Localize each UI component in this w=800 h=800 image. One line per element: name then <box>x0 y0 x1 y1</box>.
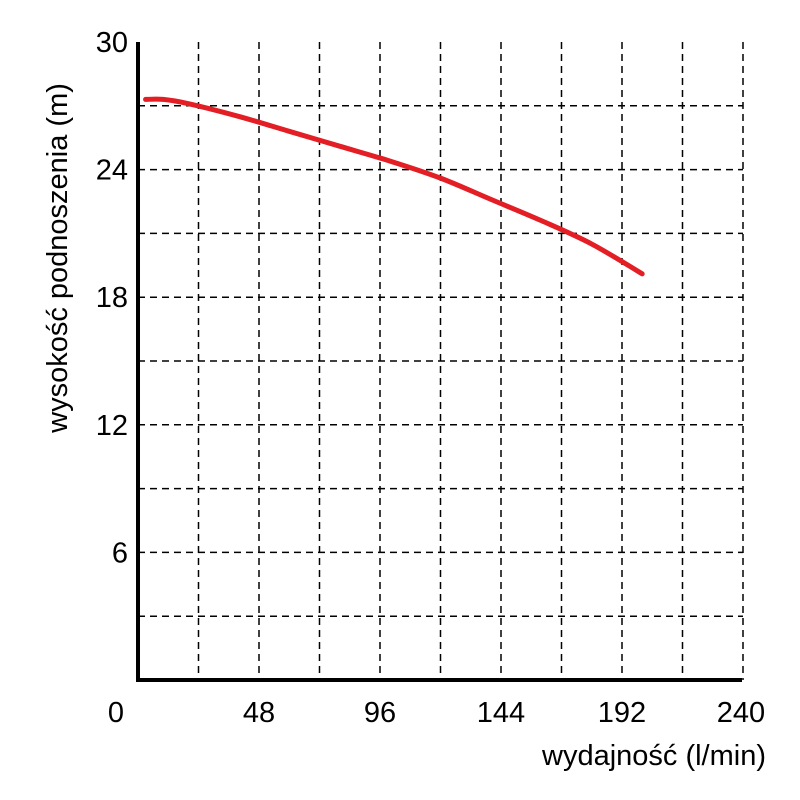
y-axis-title: wysokość podnoszenia (m) <box>42 83 74 434</box>
y-tick-label: 12 <box>96 410 128 442</box>
x-tick-labels: 0 48 96 144 192 240 <box>108 697 765 729</box>
axes <box>136 42 742 682</box>
y-tick-label: 6 <box>112 537 128 569</box>
y-tick-label: 24 <box>96 155 128 187</box>
series-layer <box>143 96 645 277</box>
x-axis-title: wydajność (l/min) <box>541 740 766 772</box>
x-tick-label: 96 <box>364 697 396 729</box>
y-tick-labels: 6 12 18 24 30 <box>96 27 128 569</box>
x-tick-label: 144 <box>477 697 525 729</box>
y-tick-label: 30 <box>96 27 128 59</box>
y-tick-label: 18 <box>96 282 128 314</box>
x-tick-label: 240 <box>717 697 765 729</box>
x-tick-label: 0 <box>108 697 124 729</box>
x-tick-label: 48 <box>243 697 275 729</box>
x-tick-label: 192 <box>598 697 646 729</box>
grid-lines <box>138 42 744 680</box>
series-line <box>143 96 645 277</box>
